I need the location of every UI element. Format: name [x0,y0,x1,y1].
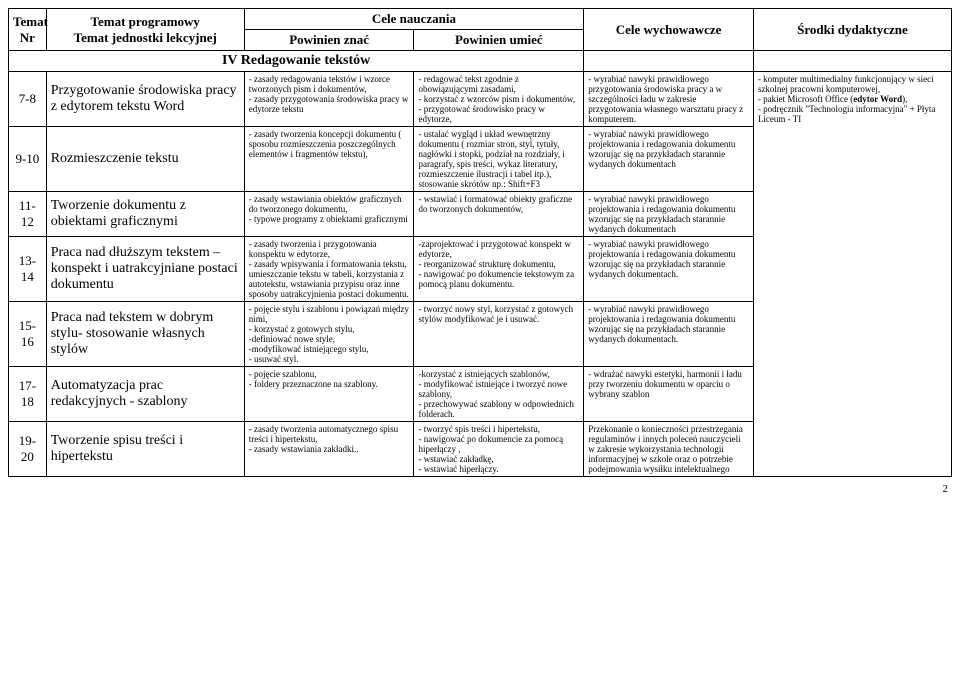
curriculum-table: Temat Nr Temat programowy Temat jednostk… [8,8,952,477]
row-edu: - wyrabiać nawyki prawidłowego projektow… [584,192,754,237]
row-edu: - wyrabiać nawyki prawidłowego przygotow… [584,72,754,127]
row-able: -zaprojektować i przygotować konspekt w … [414,237,584,302]
row-nr: 7-8 [9,72,47,127]
row-know: - zasady tworzenia automatycznego spisu … [244,422,414,477]
row-nr: 15-16 [9,302,47,367]
row-know: - pojęcie stylu i szablonu i powiązań mi… [244,302,414,367]
row-able: -korzystać z istniejących szablonów, - m… [414,367,584,422]
th-nr: Temat Nr [9,9,47,51]
row-topic: Tworzenie dokumentu z obiektami graficzn… [46,192,244,237]
section-title: IV Redagowanie tekstów [9,51,584,72]
th-cele-nauczania: Cele nauczania [244,9,583,30]
th-topic: Temat programowy Temat jednostki lekcyjn… [46,9,244,51]
row-topic: Praca nad tekstem w dobrym stylu- stosow… [46,302,244,367]
row-topic: Automatyzacja prac redakcyjnych - szablo… [46,367,244,422]
th-wych: Cele wychowawcze [584,9,754,51]
row-able: - tworzyć spis treści i hipertekstu, - n… [414,422,584,477]
row-media: - komputer multimedialny funkcjonujący w… [753,72,951,477]
row-able: - ustalać wygląd i układ wewnętrzny doku… [414,127,584,192]
row-edu: Przekonanie o konieczności przestrzegani… [584,422,754,477]
media-empty-top [753,51,951,72]
row-know: - zasady tworzenia i przygotowania konsp… [244,237,414,302]
row-edu: - wyrabiać nawyki prawidłowego projektow… [584,302,754,367]
row-nr: 19-20 [9,422,47,477]
row-able: - redagować tekst zgodnie z obowiązujący… [414,72,584,127]
th-umiec: Powinien umieć [414,30,584,51]
row-nr: 13-14 [9,237,47,302]
page-number: 2 [8,483,952,495]
row-nr: 17-18 [9,367,47,422]
row-nr: 11-12 [9,192,47,237]
th-srodki: Środki dydaktyczne [753,9,951,51]
row-know: - zasady redagowania tekstów i wzorce tw… [244,72,414,127]
row-able: - tworzyć nowy styl, korzystać z gotowyc… [414,302,584,367]
row-know: - zasady wstawiania obiektów graficznych… [244,192,414,237]
row-topic: Rozmieszczenie tekstu [46,127,244,192]
row-edu: - wdrażać nawyki estetyki, harmonii i ła… [584,367,754,422]
row-topic: Praca nad dłuższym tekstem – konspekt i … [46,237,244,302]
row-edu: - wyrabiać nawyki prawidłowego projektow… [584,127,754,192]
edu-empty-top [584,51,754,72]
row-edu: - wyrabiać nawyki prawidłowego projektow… [584,237,754,302]
row-topic: Przygotowanie środowiska pracy z edytore… [46,72,244,127]
row-know: - pojęcie szablonu, - foldery przeznaczo… [244,367,414,422]
row-topic: Tworzenie spisu treści i hipertekstu [46,422,244,477]
row-know: - zasady tworzenia koncepcji dokumentu (… [244,127,414,192]
row-nr: 9-10 [9,127,47,192]
row-able: - wstawiać i formatować obiekty graficzn… [414,192,584,237]
th-znac: Powinien znać [244,30,414,51]
